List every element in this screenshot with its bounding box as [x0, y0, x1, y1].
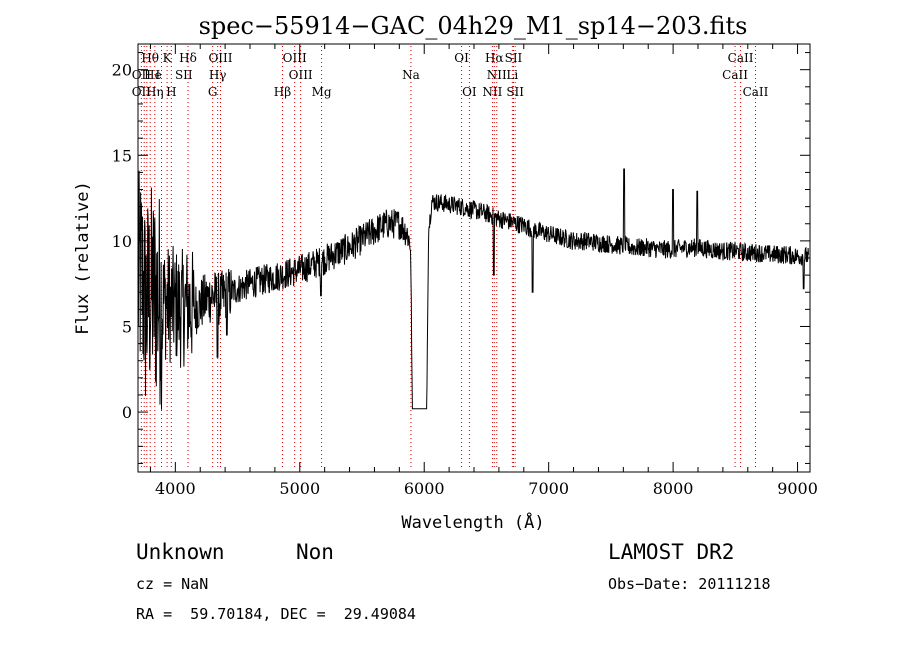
line-label: Li: [506, 68, 518, 82]
line-label: OI: [462, 85, 477, 99]
x-tick-label: 8000: [653, 479, 694, 498]
line-label: Mg: [312, 85, 332, 99]
x-axis-label: Wavelength (Å): [401, 511, 544, 533]
y-tick-label: 20: [112, 61, 132, 80]
line-label: NII: [487, 68, 507, 82]
line-label: Hθ: [141, 51, 159, 65]
x-tick-label: 9000: [777, 479, 818, 498]
line-label: Hα: [485, 51, 504, 65]
y-axis-label: Flux (relative): [73, 181, 93, 335]
line-label: NII: [482, 85, 502, 99]
line-label: Hη: [146, 85, 164, 99]
y-tick-label: 0: [122, 403, 132, 422]
line-label: CaII: [722, 68, 748, 82]
plot-frame: [137, 43, 811, 473]
y-tick-label: 5: [122, 317, 132, 336]
y-axis: 0 5 10 15 20: [112, 52, 810, 464]
survey-name: LAMOST DR2: [608, 540, 735, 564]
line-label: Hβ: [274, 85, 291, 99]
spectral-class: Unknown: [136, 540, 225, 564]
line-label: Hγ: [209, 68, 227, 82]
spectrum-line: [137, 168, 809, 410]
x-tick-label: 5000: [279, 479, 320, 498]
line-label: OIII: [289, 68, 313, 82]
line-label: I: [156, 68, 161, 82]
observation-date: Obs−Date: 20111218: [608, 575, 771, 593]
x-axis: 4000 5000 6000 7000 8000 9000: [149, 44, 818, 498]
line-label: OIII: [208, 51, 232, 65]
line-label: CaII: [743, 85, 769, 99]
x-tick-label: 7000: [528, 479, 569, 498]
coordinates: RA = 59.70184, DEC = 29.49084: [136, 605, 416, 623]
line-label: G: [208, 85, 218, 99]
line-label: OII: [132, 68, 152, 82]
chart-title: spec−55914−GAC_04h29_M1_sp14−203.fits: [199, 12, 748, 40]
line-label: CaII: [728, 51, 754, 65]
line-label: OI: [454, 51, 469, 65]
line-label: He: [144, 68, 162, 82]
redshift-cz: cz = NaN: [136, 575, 209, 593]
line-label: OII: [132, 85, 152, 99]
line-label: SII: [505, 51, 523, 65]
spectral-subclass: Non: [296, 540, 334, 564]
line-marker-group: [140, 46, 756, 470]
y-tick-label: 15: [112, 146, 132, 165]
y-tick-label: 10: [112, 232, 132, 251]
x-tick-label: 6000: [404, 479, 445, 498]
line-label: Hδ: [179, 51, 197, 65]
line-label: H: [166, 85, 176, 99]
line-label: SII: [175, 68, 193, 82]
line-label: K: [163, 51, 173, 65]
x-tick-label: 4000: [155, 479, 196, 498]
line-label: Na: [402, 68, 420, 82]
line-label: SII: [506, 85, 524, 99]
line-label: OIII: [283, 51, 307, 65]
